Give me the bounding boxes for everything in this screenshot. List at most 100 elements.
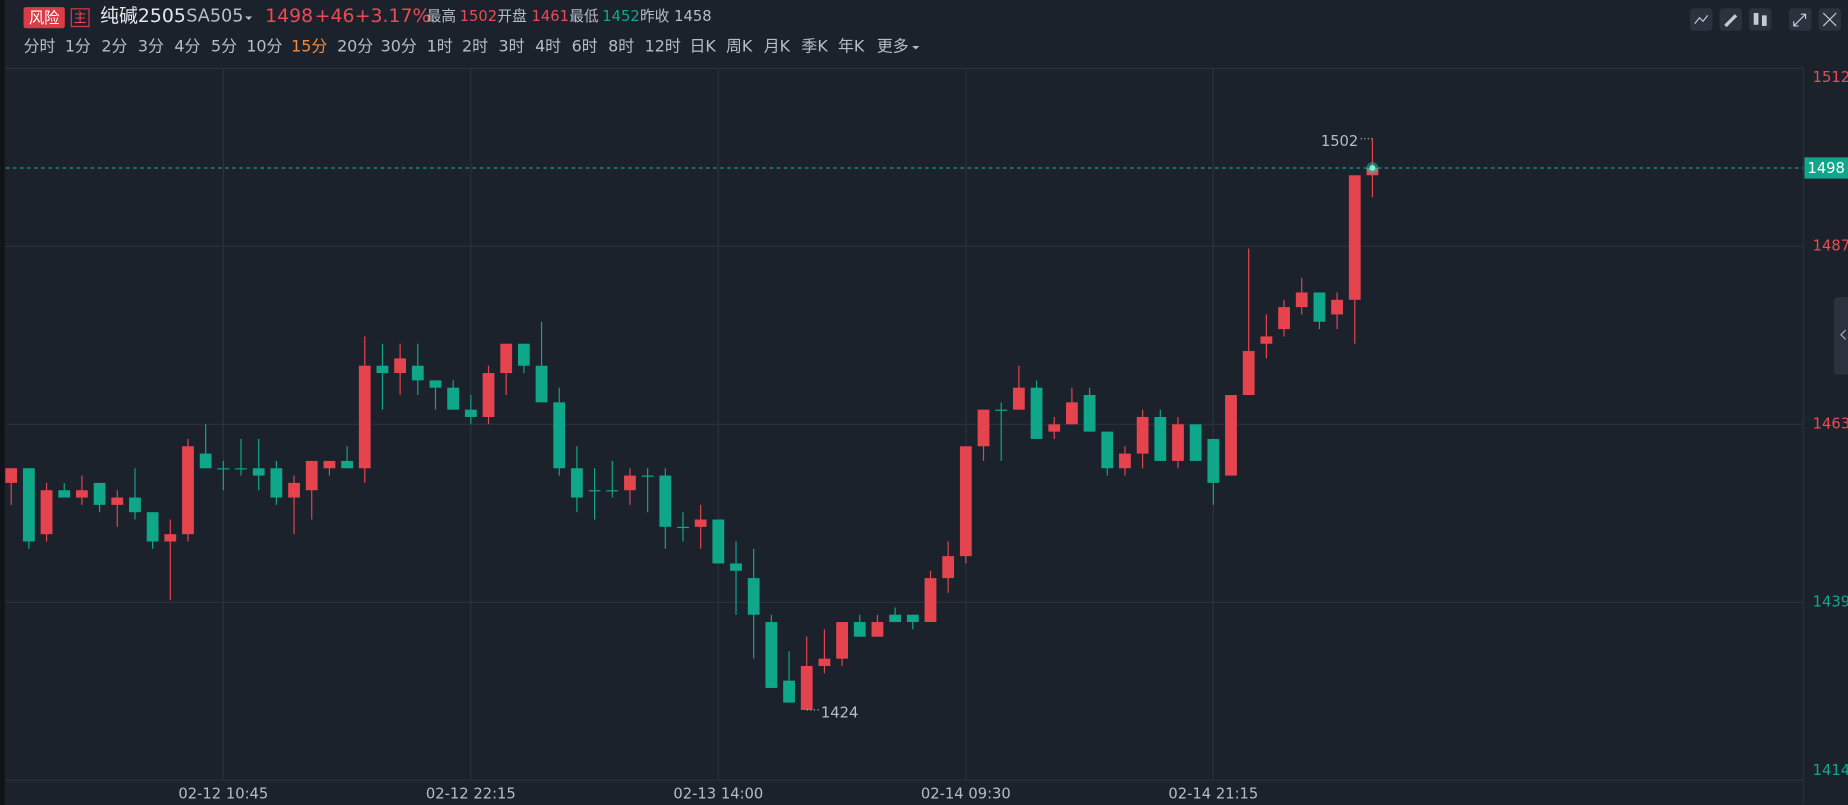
max-label: 1502 xyxy=(1321,133,1358,150)
candle-body xyxy=(942,556,955,579)
candle-body xyxy=(712,519,725,564)
low-label: 最低 xyxy=(569,8,599,25)
period-tab[interactable]: 3分 xyxy=(138,37,164,56)
candle-body xyxy=(818,658,831,666)
period-tab[interactable]: 5分 xyxy=(211,37,237,56)
candle-body xyxy=(1189,424,1202,461)
left-edge xyxy=(0,0,5,805)
period-tab[interactable]: 15分 xyxy=(291,37,327,56)
candle-body xyxy=(1101,431,1114,469)
candle-body xyxy=(1313,292,1326,322)
period-tab[interactable]: 分时 xyxy=(24,37,56,56)
icon-glyph xyxy=(1694,14,1709,24)
candle-body xyxy=(376,365,389,374)
candle-body xyxy=(5,468,18,483)
period-tab[interactable]: 4分 xyxy=(174,37,200,56)
instrument-name[interactable]: 纯碱2505 xyxy=(100,5,186,27)
candle-body xyxy=(995,409,1008,411)
candle-body xyxy=(464,409,477,417)
period-tab[interactable]: 1分 xyxy=(65,37,91,56)
candle-body xyxy=(535,365,548,403)
candle-body xyxy=(1066,402,1078,425)
candle-body xyxy=(624,475,636,491)
period-tab[interactable]: 10分 xyxy=(246,37,282,56)
y-tick-label: 1487 xyxy=(1813,237,1848,254)
x-tick-label: 02-12 10:45 xyxy=(178,785,268,802)
candle-body xyxy=(694,519,707,527)
candle-body xyxy=(1225,395,1237,476)
candle-body xyxy=(182,446,194,535)
candle-body xyxy=(959,446,972,557)
candle-body xyxy=(1295,292,1308,308)
open-value: 1461 xyxy=(532,8,569,25)
period-tab[interactable]: 更多 xyxy=(877,37,909,56)
candle-body xyxy=(1048,424,1061,432)
period-tab[interactable]: 30分 xyxy=(381,37,417,56)
candle-body xyxy=(58,490,71,498)
y-tick-label: 1439 xyxy=(1813,593,1848,610)
code-caret[interactable] xyxy=(245,16,253,21)
last-price-dot xyxy=(1369,165,1376,171)
icon-style[interactable] xyxy=(1749,8,1772,31)
candle-body xyxy=(252,468,265,476)
period-tab[interactable]: 月K xyxy=(764,37,791,56)
candle-body xyxy=(553,402,566,469)
candle-body xyxy=(1083,395,1096,432)
period-tab[interactable]: 季K xyxy=(801,37,828,56)
risk-badge: 风险 xyxy=(29,9,60,27)
candle-body xyxy=(800,665,813,710)
icon-glyph xyxy=(1761,15,1767,26)
candle-body xyxy=(76,490,88,498)
candle-body xyxy=(853,622,866,637)
period-tab[interactable]: 3时 xyxy=(499,37,525,56)
more-caret[interactable] xyxy=(912,45,920,50)
high-label: 最高 xyxy=(427,8,456,25)
toolbar-icons xyxy=(1690,8,1841,31)
period-tab[interactable]: 日K xyxy=(689,37,716,56)
period-tab[interactable]: 1时 xyxy=(427,37,453,56)
plot: 1414 1439 1463 1487 1512 02-12 10:45 02-12 22:… xyxy=(5,67,1848,804)
period-tab[interactable]: 周K xyxy=(726,37,753,56)
period-tab[interactable]: 2分 xyxy=(101,37,127,56)
icon-glyph xyxy=(1793,13,1807,27)
candle-body xyxy=(146,512,159,542)
candle-body xyxy=(429,380,442,388)
candle-body xyxy=(217,468,230,470)
period-tab[interactable]: 4时 xyxy=(535,37,561,56)
candle-body xyxy=(889,614,902,623)
candle-body xyxy=(111,497,124,505)
side-panel-tab[interactable] xyxy=(1833,297,1848,375)
period-tab[interactable]: 8时 xyxy=(608,37,634,56)
candle-body xyxy=(22,468,35,542)
candle-body xyxy=(40,490,53,535)
y-tick-label: 1463 xyxy=(1813,415,1848,432)
candle-body xyxy=(765,622,778,688)
period-tab[interactable]: 20分 xyxy=(337,37,373,56)
period-tab[interactable]: 2时 xyxy=(462,37,488,56)
x-tick-label: 02-14 09:30 xyxy=(921,785,1011,802)
candle-body xyxy=(288,482,300,498)
last-price: 1498 xyxy=(265,6,313,27)
side-tab-arrow xyxy=(1840,329,1847,340)
candle-body xyxy=(1331,299,1343,315)
candle-body xyxy=(270,468,283,498)
candle-body xyxy=(1136,416,1149,454)
candle-body xyxy=(164,534,177,542)
icon-glyph xyxy=(1822,12,1837,27)
period-tab[interactable]: 6时 xyxy=(572,37,598,56)
candle-body xyxy=(606,490,619,492)
prev-close-label: 昨收 xyxy=(640,8,670,25)
candle-body xyxy=(1172,424,1184,461)
instrument-code[interactable]: SA505 xyxy=(186,7,243,27)
candle-body xyxy=(1278,307,1290,330)
period-bar: 分时 1分 2分 3分 4分 5分 10分 15分 20分 30分 1时 2时 3时 4时 6时 8时 12时日… xyxy=(24,37,920,56)
y-tick-label: 1414 xyxy=(1813,762,1848,779)
period-tab[interactable]: 12时 xyxy=(645,37,681,56)
last-price-badge-label: 1498 xyxy=(1807,160,1844,177)
period-tab[interactable]: 年K xyxy=(838,37,865,56)
candle-body xyxy=(836,622,848,659)
candle-body xyxy=(500,343,513,374)
icon-glyph xyxy=(1724,14,1738,28)
